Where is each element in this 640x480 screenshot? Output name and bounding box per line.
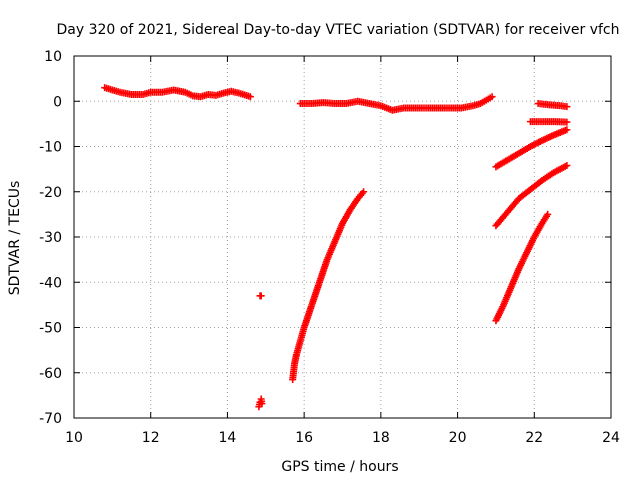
data-point-marker (258, 400, 266, 408)
data-point-marker (488, 93, 496, 101)
data-point-marker (246, 93, 254, 101)
x-tick-label: 14 (219, 430, 237, 446)
x-tick-label: 16 (295, 430, 313, 446)
data-point-marker (563, 162, 571, 170)
y-tick-label: -70 (39, 411, 62, 427)
y-tick-label: -40 (39, 275, 62, 291)
x-tick-label: 20 (449, 430, 467, 446)
axis-ticks: 10 12 14 16 18 20 22 24 10 0 -10 -20 -30 -40 -50 -60 -70 (39, 49, 620, 446)
series-arc-10 (492, 210, 552, 325)
series-arc-4 (289, 188, 368, 384)
y-tick-label: -50 (39, 321, 62, 337)
x-tick-label: 10 (65, 430, 83, 446)
y-tick-label: -20 (39, 185, 62, 201)
x-tick-label: 24 (602, 430, 620, 446)
x-tick-label: 12 (142, 430, 160, 446)
data-point-marker (544, 210, 552, 218)
series-arc-6 (534, 100, 571, 111)
x-tick-label: 22 (525, 430, 543, 446)
data-point-marker (360, 188, 368, 196)
series-arc-1 (101, 84, 254, 101)
data-point-marker (563, 118, 571, 126)
series-arc-7 (526, 118, 571, 126)
series-arc-5 (296, 93, 496, 114)
series-arc-2 (256, 292, 265, 300)
y-tick-label: 10 (44, 49, 62, 65)
series-arc-8 (492, 126, 571, 171)
x-tick-label: 18 (372, 430, 390, 446)
x-axis-label: GPS time / hours (281, 459, 398, 475)
y-tick-label: -60 (39, 366, 62, 382)
y-axis-label: SDTVAR / TECUs (7, 181, 23, 296)
series-arc-3 (255, 395, 266, 411)
y-tick-label: -30 (39, 230, 62, 246)
y-tick-label: 0 (53, 94, 62, 110)
chart-title: Day 320 of 2021, Sidereal Day-to-day VTE… (56, 22, 619, 38)
y-tick-label: -10 (39, 140, 62, 156)
data-point-marker (563, 103, 571, 111)
data-point-marker (563, 126, 571, 134)
data-points (101, 84, 571, 411)
series-arc-9 (492, 162, 571, 230)
data-point-marker (257, 292, 265, 300)
grid-lines (74, 56, 611, 418)
